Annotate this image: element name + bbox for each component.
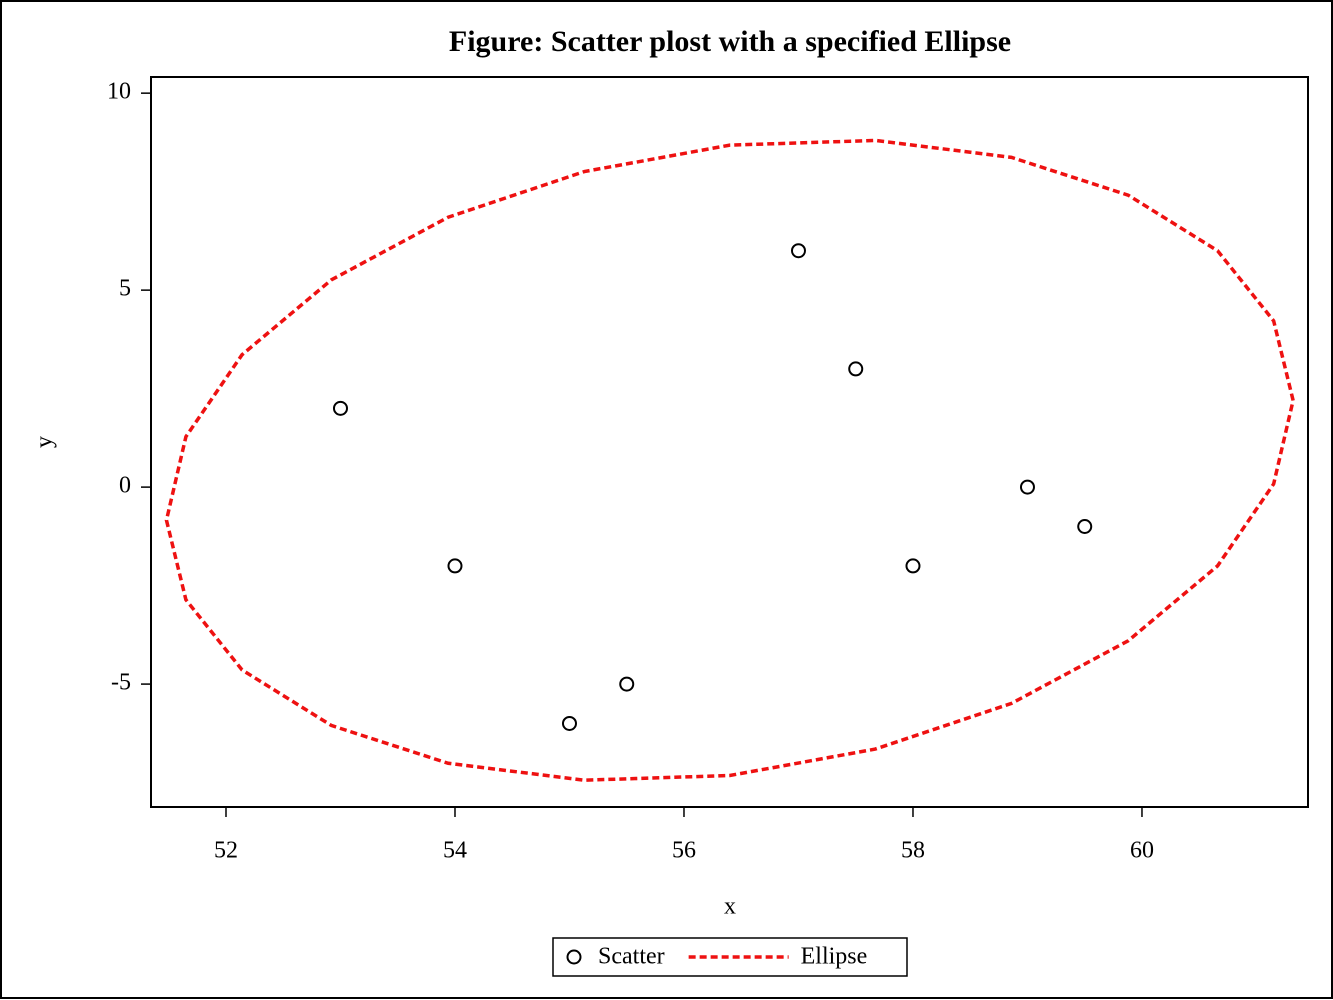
scatter-point [905, 558, 921, 574]
scatter-point [1077, 519, 1093, 535]
legend-label: Scatter [598, 944, 665, 970]
x-tick-label: 60 [1130, 838, 1154, 864]
y-tick-label: 0 [119, 473, 131, 499]
plot-area [150, 76, 1309, 808]
x-axis-label: x [724, 894, 736, 920]
x-tick-label: 54 [443, 838, 467, 864]
chart-title: Figure: Scatter plost with a specified E… [449, 25, 1011, 58]
y-tick-label: 10 [107, 79, 131, 105]
y-axis-label: y [32, 436, 58, 448]
legend [552, 937, 908, 977]
scatter-point [332, 400, 348, 416]
x-tick-label: 58 [901, 838, 925, 864]
x-tick-label: 52 [214, 838, 238, 864]
x-tick-label: 56 [672, 838, 696, 864]
scatter-point [790, 243, 806, 259]
scatter-point [1019, 479, 1035, 495]
scatter-point [619, 676, 635, 692]
ellipse-line [164, 138, 1295, 782]
legend-label: Ellipse [801, 944, 868, 970]
scatter-point [447, 558, 463, 574]
scatter-point [561, 715, 577, 731]
scatter-point [848, 361, 864, 377]
y-tick-label: -5 [111, 670, 131, 696]
y-tick-label: 5 [119, 276, 131, 302]
legend-symbol [566, 949, 582, 965]
